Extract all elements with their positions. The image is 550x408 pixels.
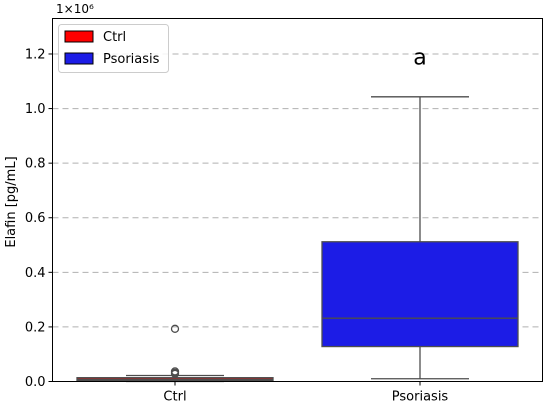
y-axis-ticks: 0.0 0.2 0.4 0.6 0.8 1.0 1.2: [25, 47, 53, 390]
x-axis-ticks: Ctrl Psoriasis: [163, 381, 449, 405]
annotations: a: [413, 46, 426, 71]
box-series: [76, 96, 519, 383]
box-ctrl: [76, 324, 274, 383]
y-tick-label: 1.0: [25, 102, 46, 117]
y-tick-label: 0.0: [25, 375, 46, 390]
y-axis-label: Elafin [pg/mL]: [4, 156, 19, 247]
x-tick-label: Ctrl: [163, 390, 186, 405]
outlier-point: [170, 324, 180, 333]
legend-swatch-psoriasis: [64, 52, 94, 65]
y-axis-multiplier: 1×10⁶: [56, 2, 94, 16]
y-tick-label: 1.2: [25, 47, 46, 62]
legend: Ctrl Psoriasis: [58, 24, 169, 73]
y-tick-label: 0.6: [25, 211, 46, 226]
significance-letter: a: [413, 46, 426, 71]
y-tick-label: 0.2: [25, 320, 46, 335]
y-tick-label: 0.8: [25, 157, 46, 172]
outlier-point: [170, 369, 180, 379]
plot-frame: [52, 18, 543, 382]
legend-label-ctrl: Ctrl: [103, 30, 126, 45]
x-tick-label: Psoriasis: [392, 390, 449, 405]
box-iqr: [321, 241, 519, 348]
legend-swatch-ctrl: [64, 30, 94, 43]
box-psoriasis: [321, 96, 519, 380]
legend-label-psoriasis: Psoriasis: [103, 52, 160, 67]
y-tick-label: 0.4: [25, 266, 46, 281]
